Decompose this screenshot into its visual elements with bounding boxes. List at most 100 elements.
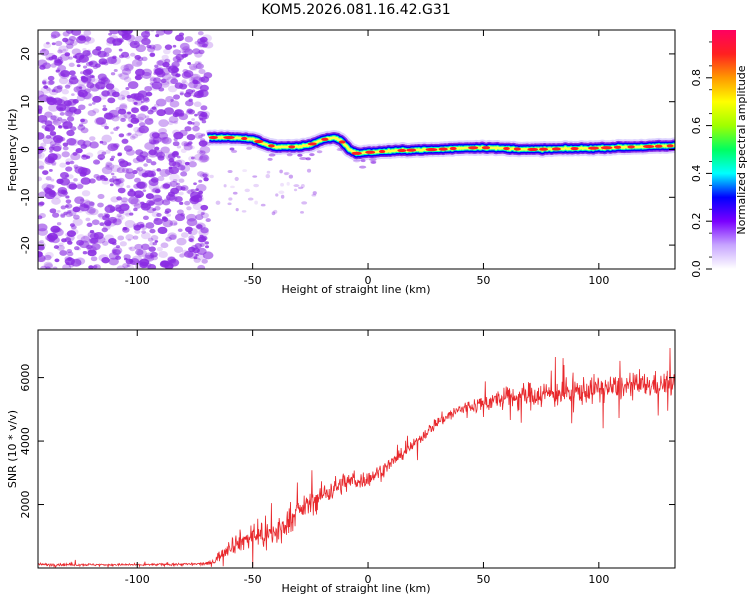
noise-speckle (159, 67, 170, 76)
noise-speckle (136, 181, 148, 190)
ridge-peak (438, 147, 448, 151)
noise-speckle (70, 75, 77, 80)
noise-speckle (192, 48, 201, 55)
ridge-peak (351, 151, 362, 155)
noise-speckle (92, 265, 98, 269)
ridge-peak (208, 135, 218, 140)
noise-speckle (83, 200, 95, 209)
noise-speckle (66, 230, 77, 238)
noise-speckle (138, 125, 150, 134)
noise-speckle (177, 159, 186, 166)
noise-speckle (63, 100, 72, 107)
noise-speckle (227, 169, 233, 174)
noise-speckle (112, 43, 117, 46)
noise-speckle (44, 234, 53, 241)
noise-speckle (97, 202, 104, 208)
noise-speckle (92, 159, 101, 165)
noise-speckle (311, 193, 317, 197)
noise-speckle (64, 84, 71, 89)
noise-speckle (153, 77, 162, 84)
noise-speckle (52, 119, 59, 124)
noise-speckle (110, 131, 114, 135)
noise-speckle (50, 115, 57, 121)
noise-speckle (129, 212, 134, 216)
noise-speckle (132, 235, 139, 240)
noise-speckle (51, 184, 56, 188)
noise-speckle (38, 160, 45, 169)
noise-speckle (89, 237, 99, 244)
noise-speckle (126, 96, 135, 102)
noise-speckle (121, 138, 129, 144)
noise-speckle (95, 117, 107, 125)
noise-speckle (38, 115, 48, 123)
noise-speckle (57, 117, 63, 121)
noise-speckle (115, 204, 121, 209)
noise-speckle (115, 178, 123, 185)
noise-speckle (62, 37, 69, 43)
noise-speckle (124, 145, 133, 152)
noise-speckle (157, 155, 165, 161)
noise-speckle (130, 52, 136, 57)
noise-speckle (168, 115, 179, 124)
noise-speckle (202, 43, 208, 48)
noise-speckle (152, 194, 163, 202)
noise-speckle (155, 98, 167, 107)
noise-speckle (118, 214, 125, 220)
noise-speckle (160, 242, 169, 249)
noise-speckle (135, 194, 142, 199)
noise-speckle (82, 50, 91, 57)
noise-speckle (38, 176, 43, 182)
noise-speckle (199, 84, 209, 92)
noise-speckle (177, 164, 186, 171)
noise-speckle (47, 153, 58, 161)
noise-speckle (44, 157, 54, 165)
colorbar-tick-label: 0.2 (690, 212, 703, 230)
noise-speckle (38, 250, 43, 258)
ridge-blob (368, 158, 377, 162)
noise-speckle (199, 153, 209, 161)
noise-speckle (38, 215, 43, 220)
noise-speckle (97, 193, 105, 200)
noise-speckle (100, 86, 105, 90)
spectrogram-plot-area (38, 30, 675, 269)
noise-speckle (131, 133, 139, 139)
noise-speckle (83, 234, 92, 241)
noise-speckle (136, 127, 145, 134)
noise-speckle (177, 38, 182, 41)
noise-speckle (113, 69, 118, 73)
noise-speckle (56, 85, 63, 90)
noise-speckle (81, 76, 89, 83)
noise-speckle (97, 213, 104, 218)
noise-speckle (198, 179, 203, 183)
colorbar-tick-label: 0.8 (690, 69, 703, 87)
noise-speckle (280, 182, 285, 187)
noise-speckle (57, 59, 64, 64)
noise-speckle (38, 132, 45, 140)
noise-speckle (38, 191, 47, 198)
ridge-peak (570, 146, 579, 151)
noise-speckle (172, 56, 181, 63)
noise-speckle (156, 246, 163, 252)
noise-speckle (156, 168, 162, 172)
noise-speckle (125, 234, 134, 241)
noise-speckle (51, 89, 56, 93)
ridge-blob (299, 156, 308, 160)
noise-speckle (280, 194, 285, 199)
noise-speckle (172, 141, 180, 147)
noise-speckle (147, 44, 152, 49)
noise-speckle (103, 112, 114, 120)
noise-speckle (69, 160, 75, 165)
noise-speckle (56, 222, 62, 226)
noise-speckle (194, 51, 203, 58)
noise-speckle (244, 188, 250, 193)
noise-speckle (266, 170, 271, 174)
noise-speckle (72, 99, 79, 104)
noise-speckle (194, 113, 198, 117)
noise-speckle (101, 90, 110, 97)
noise-speckle (57, 49, 63, 54)
noise-speckle (164, 44, 173, 50)
noise-speckle (74, 150, 79, 154)
noise-speckle (82, 48, 87, 52)
noise-speckle (119, 203, 130, 211)
noise-speckle (129, 246, 136, 252)
